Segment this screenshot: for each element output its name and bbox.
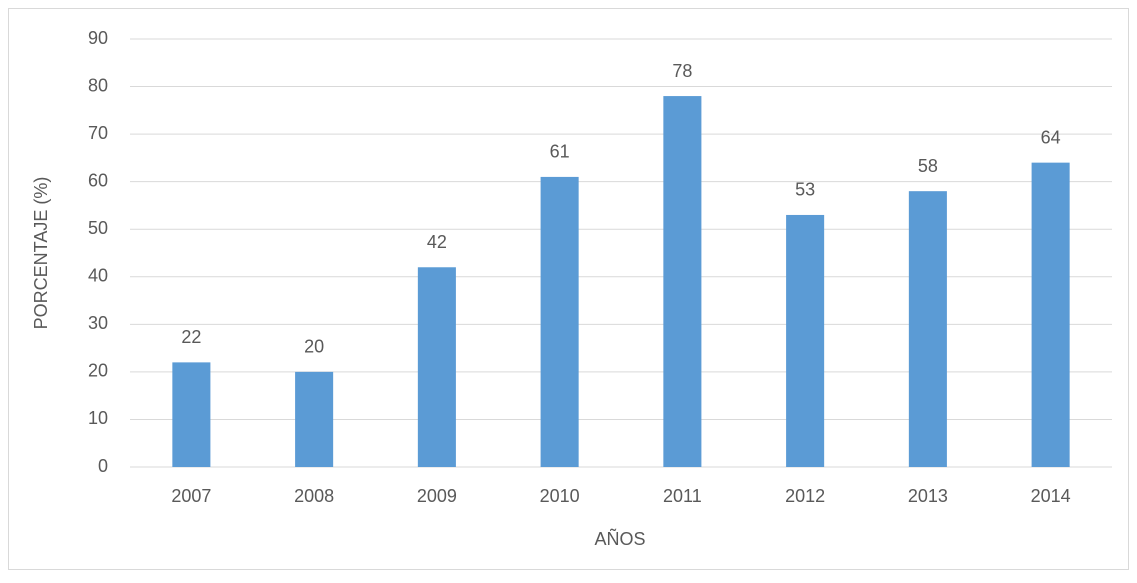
bar	[172, 362, 211, 467]
y-tick-label: 30	[88, 313, 108, 333]
y-axis-title: PORCENTAJE (%)	[31, 177, 51, 330]
grid	[130, 38, 1112, 468]
data-label: 61	[550, 142, 570, 162]
data-label: 53	[795, 180, 815, 200]
y-tick-label: 10	[88, 408, 108, 428]
y-tick-label: 50	[88, 218, 108, 238]
bar	[908, 191, 947, 467]
bar	[786, 214, 825, 467]
data-label: 42	[427, 232, 447, 252]
y-tick-label: 20	[88, 361, 108, 381]
bar	[663, 96, 702, 468]
x-tick-label: 2013	[908, 486, 948, 506]
bar	[417, 267, 456, 467]
data-label: 64	[1041, 127, 1061, 147]
x-tick-label: 2007	[171, 486, 211, 506]
y-tick-label: 60	[88, 170, 108, 190]
x-tick-label: 2009	[417, 486, 457, 506]
bar	[295, 371, 334, 467]
data-label: 78	[672, 61, 692, 81]
x-axis-title: AÑOS	[594, 528, 645, 549]
bar	[1031, 162, 1070, 467]
marks	[172, 96, 1070, 468]
data-label: 20	[304, 337, 324, 357]
data-label: 22	[181, 327, 201, 347]
y-tick-label: 40	[88, 266, 108, 286]
y-tick-label: 80	[88, 75, 108, 95]
x-tick-label: 2014	[1031, 486, 1071, 506]
x-tick-label: 2011	[663, 486, 702, 506]
bar	[540, 176, 579, 467]
x-tick-label: 2008	[294, 486, 334, 506]
y-tick-label: 90	[88, 28, 108, 48]
y-tick-label: 0	[98, 456, 108, 476]
x-tick-label: 2012	[785, 486, 825, 506]
x-tick-label: 2010	[540, 486, 580, 506]
y-tick-label: 70	[88, 123, 108, 143]
data-label: 58	[918, 156, 938, 176]
